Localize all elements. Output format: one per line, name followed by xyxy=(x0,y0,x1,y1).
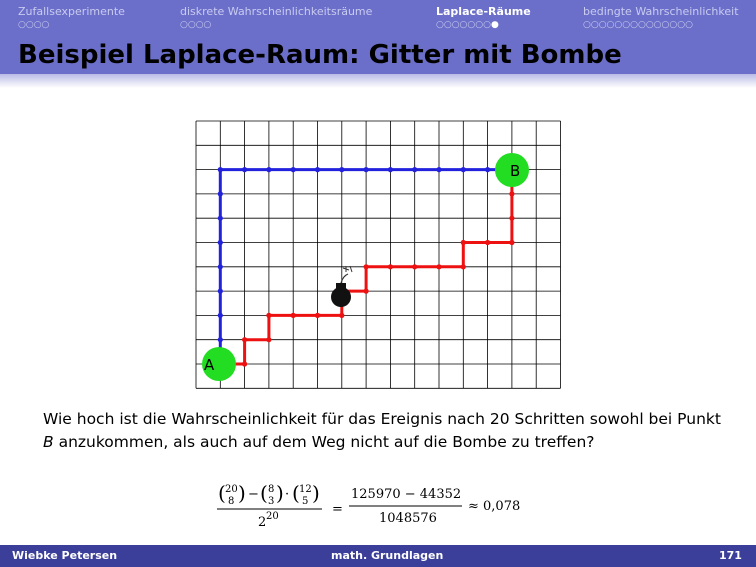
blue-path-node xyxy=(363,167,369,173)
formula-dot: · xyxy=(285,487,289,502)
nav-section-diskrete-wahrscheinlichkeitsraeume[interactable]: diskrete Wahrscheinlichkeitsräume xyxy=(180,5,373,18)
blue-path-node xyxy=(217,239,223,246)
blue-path-node xyxy=(217,337,223,343)
nav-dot-current: ● xyxy=(490,20,499,30)
red-path-node xyxy=(485,239,491,246)
nav-dots-bedingte[interactable]: ○○○○○○○○○○○○○○ xyxy=(583,20,693,30)
blue-path-node xyxy=(314,167,321,173)
red-path-node xyxy=(387,264,393,270)
question-point: B xyxy=(43,433,54,451)
red-path-node xyxy=(436,264,442,270)
blue-path-node xyxy=(217,288,223,294)
red-path-node xyxy=(412,264,418,270)
denominator-2: 1048576 xyxy=(379,511,437,526)
nav-dots-laplace-inactive: ○○○○○○○ xyxy=(436,20,491,30)
blue-path-node xyxy=(242,167,248,173)
question-part1: Wie hoch ist die Wahrscheinlichkeit für … xyxy=(43,410,721,428)
blue-path-node xyxy=(217,264,223,270)
endpoint-a-circle xyxy=(202,347,236,381)
svg-text:(: ( xyxy=(292,482,300,505)
blue-path-node xyxy=(460,167,466,173)
blue-path-node xyxy=(485,167,491,173)
nav-section-laplace-raeume[interactable]: Laplace-Räume xyxy=(436,5,531,18)
blue-path-node xyxy=(412,167,418,173)
nav-dots-diskrete[interactable]: ○○○○ xyxy=(180,20,212,30)
binom3-top: 12 xyxy=(299,484,312,495)
red-path-node xyxy=(339,312,345,318)
red-path-node xyxy=(509,191,515,197)
formula-approx: ≈ 0,078 xyxy=(468,499,520,514)
denominator-base: 2 xyxy=(258,515,266,530)
red-path-node xyxy=(290,312,296,318)
blue-path xyxy=(217,167,515,367)
endpoint-b-circle xyxy=(495,153,529,187)
nav-dots-zufallsexperimente[interactable]: ○○○○ xyxy=(18,20,50,30)
blue-path-node xyxy=(290,167,296,173)
red-path-node xyxy=(460,239,466,246)
formula-minus: − xyxy=(248,487,259,502)
red-path-node xyxy=(509,239,515,246)
question-part2: anzukommen, als auch auf dem Weg nicht a… xyxy=(53,433,595,451)
red-path-node xyxy=(242,337,248,343)
red-path-node xyxy=(460,264,466,270)
footer-course: math. Grundlagen xyxy=(331,549,444,562)
binom1-top: 20 xyxy=(225,484,238,495)
blue-path-node xyxy=(217,191,223,197)
endpoint-b-label: B xyxy=(510,162,520,180)
blue-path-node xyxy=(266,167,272,173)
svg-text:): ) xyxy=(238,482,246,505)
slide-title: Beispiel Laplace-Raum: Gitter mit Bombe xyxy=(18,40,622,70)
svg-text:(: ( xyxy=(218,482,226,505)
footer-bar: Wiebke Petersen math. Grundlagen 171 xyxy=(0,545,756,567)
blue-path-node xyxy=(436,167,442,173)
svg-text:): ) xyxy=(312,482,320,505)
navigation-bar: Zufallsexperimente ○○○○ diskrete Wahrsch… xyxy=(0,0,756,34)
title-shadow xyxy=(0,74,756,88)
red-path-node xyxy=(509,215,515,221)
svg-text:): ) xyxy=(276,482,284,505)
probability-formula: ( 20 8 ) − ( 8 3 ) · ( 12 5 ) 2 20 = 125… xyxy=(217,482,520,530)
red-path-node xyxy=(266,312,272,318)
red-path-node xyxy=(314,312,321,318)
footer-page-number: 171 xyxy=(719,549,742,562)
bomb-icon xyxy=(331,265,353,307)
endpoint-b: B xyxy=(495,153,529,187)
endpoint-a: A xyxy=(202,347,236,381)
red-path-node xyxy=(242,361,248,367)
blue-path-node xyxy=(387,167,393,173)
endpoint-a-label: A xyxy=(204,356,215,374)
footer-author: Wiebke Petersen xyxy=(12,549,118,562)
nav-section-zufallsexperimente[interactable]: Zufallsexperimente xyxy=(18,5,125,18)
svg-text:(: ( xyxy=(260,482,268,505)
formula-equals: = xyxy=(332,502,343,517)
binom3-bottom: 5 xyxy=(302,496,308,507)
question-text: Wie hoch ist die Wahrscheinlichkeit für … xyxy=(43,408,723,454)
nav-section-bedingte-wahrscheinlichkeit[interactable]: bedingte Wahrscheinlichkeit xyxy=(583,5,739,18)
numerator-2: 125970 − 44352 xyxy=(351,487,461,502)
binom2-bottom: 3 xyxy=(268,496,274,507)
blue-path-node xyxy=(339,167,345,173)
denominator-exponent: 20 xyxy=(266,511,279,522)
red-path-node xyxy=(363,288,369,294)
title-bar xyxy=(0,34,756,76)
nav-dots-laplace[interactable]: ○○○○○○○● xyxy=(436,20,499,30)
red-path-node xyxy=(363,264,369,270)
blue-path-node xyxy=(217,215,223,221)
binom2-top: 8 xyxy=(268,484,274,495)
blue-path-node xyxy=(217,167,223,173)
red-path-node xyxy=(266,337,272,343)
binom1-bottom: 8 xyxy=(228,496,234,507)
blue-path-node xyxy=(217,312,223,318)
